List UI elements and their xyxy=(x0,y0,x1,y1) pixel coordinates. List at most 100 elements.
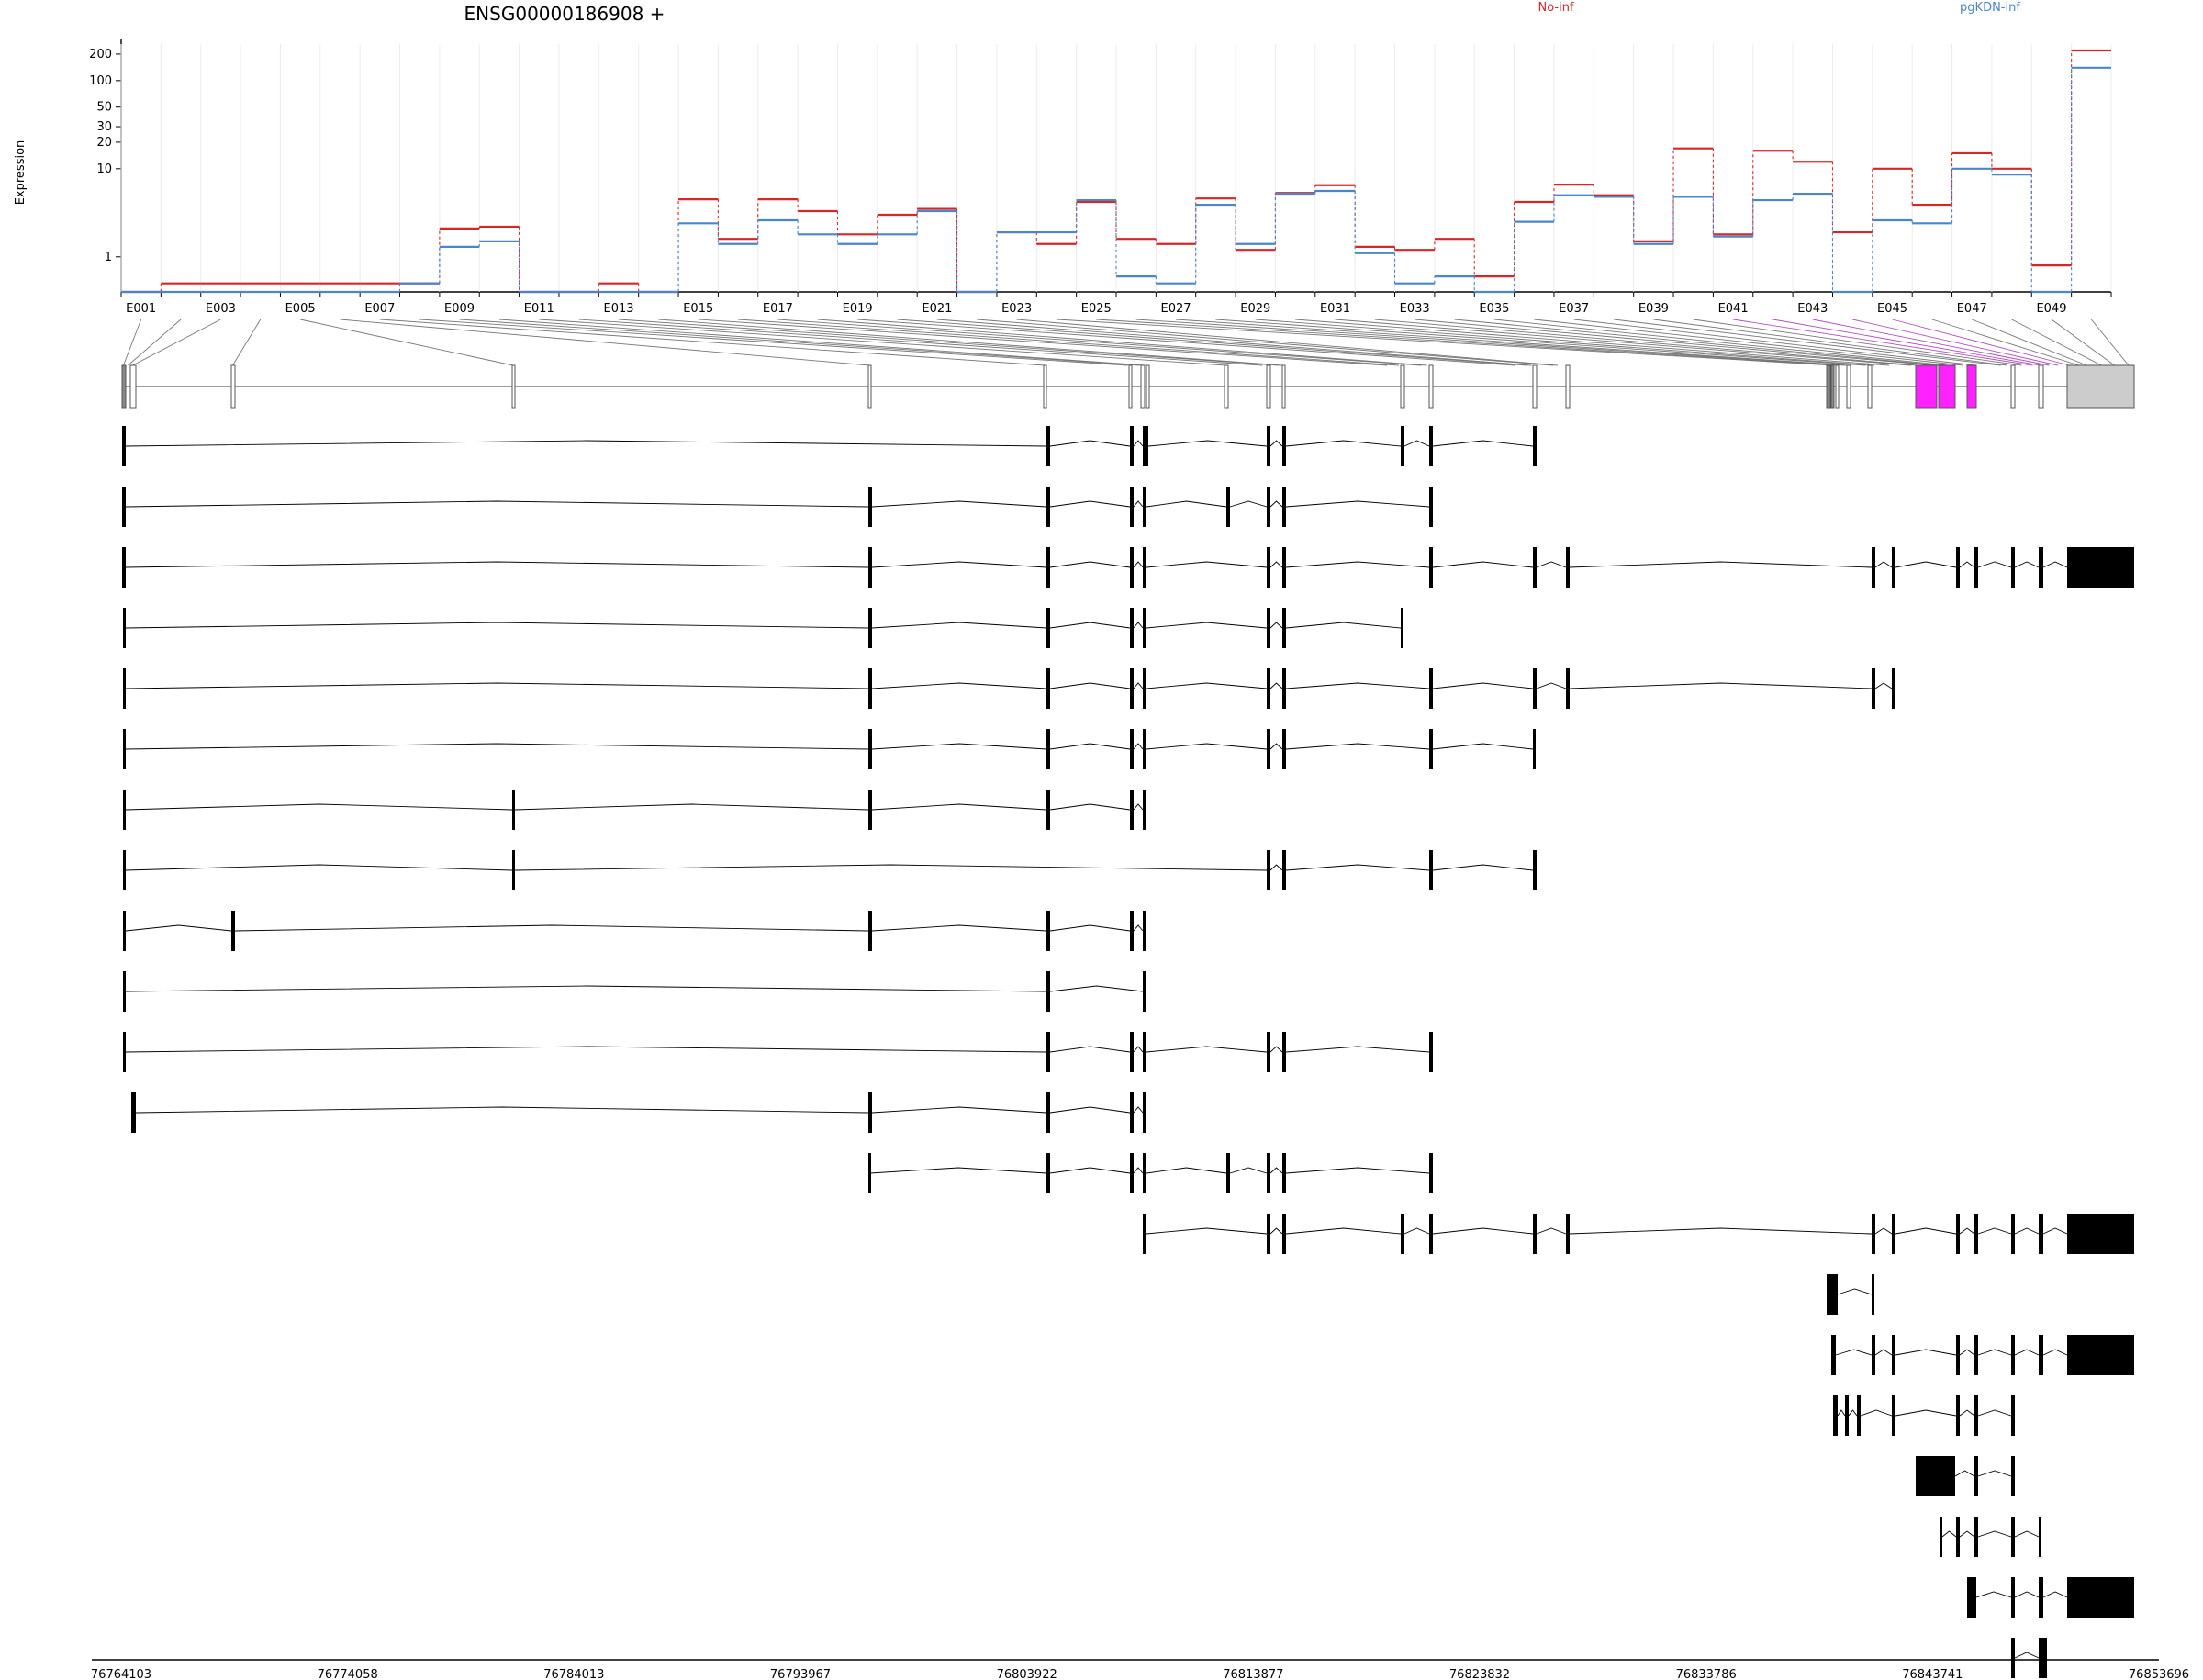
exon-label: E013 xyxy=(603,302,633,316)
intron-line xyxy=(1229,1167,1268,1174)
transcript-exon xyxy=(1226,487,1230,527)
transcript-exon xyxy=(1130,608,1134,648)
intron-line xyxy=(125,622,869,629)
legend-no-inf: No-inf xyxy=(1538,1,1573,15)
intron-line xyxy=(1837,1409,1846,1417)
intron-line xyxy=(1049,561,1131,568)
transcript-exon xyxy=(1533,850,1537,890)
transcript-row xyxy=(123,911,1146,951)
transcript-exon xyxy=(1267,668,1270,709)
intron-line xyxy=(1975,1591,2012,1598)
transcript-exon xyxy=(1974,1335,1978,1375)
intron-line xyxy=(135,1106,869,1114)
exon-connector xyxy=(2011,319,2102,366)
transcript-exon xyxy=(1974,1517,1978,1557)
transcript-exon xyxy=(123,1032,126,1072)
intron-line xyxy=(1941,1530,1957,1538)
exon-connector xyxy=(419,319,1128,366)
y-axis-label: Expression xyxy=(14,140,28,206)
intron-line xyxy=(1269,500,1283,508)
transcript-exon xyxy=(2039,1577,2043,1618)
intron-line xyxy=(125,864,513,871)
intron-line xyxy=(1269,864,1283,871)
gene-model-row xyxy=(121,364,2135,409)
intron-line xyxy=(871,500,1047,508)
genomic-coordinate-axis: 76764103 76774058 76784013 76793967 76803922… xyxy=(91,1659,2189,1680)
exon-connector xyxy=(1135,319,1846,366)
exon-connector xyxy=(128,319,182,366)
intron-line xyxy=(1837,1288,1873,1295)
exon-label: E035 xyxy=(1479,302,1509,316)
transcript-exon xyxy=(1130,790,1134,830)
transcript-exon xyxy=(1130,547,1134,588)
transcript-exon xyxy=(1046,1153,1050,1193)
transcript-exon xyxy=(1429,668,1433,709)
transcript-row xyxy=(1916,1456,2015,1496)
model-exon-box xyxy=(1128,364,1133,409)
transcript-exon xyxy=(122,426,126,466)
model-exon-box xyxy=(230,364,236,409)
intron-line xyxy=(1146,743,1268,750)
intron-line xyxy=(1285,743,1430,750)
exon-connector xyxy=(300,319,514,366)
transcript-exon xyxy=(1046,426,1050,466)
transcript-exon xyxy=(868,790,872,830)
intron-line xyxy=(1959,1227,1975,1235)
transcript-exon xyxy=(1282,547,1286,588)
intron-line xyxy=(1895,561,1957,568)
transcript-exon xyxy=(1974,1456,1978,1496)
transcript-exon xyxy=(1282,487,1286,527)
intron-line xyxy=(1874,1227,1893,1235)
transcript-exon xyxy=(1143,729,1146,769)
intron-line xyxy=(1432,440,1534,447)
y-tick-label: 20 xyxy=(96,136,112,150)
model-exon-box xyxy=(129,364,137,409)
exon-connector xyxy=(1415,319,1935,366)
transcript-exon xyxy=(1872,1214,1875,1254)
transcript-exon xyxy=(868,1153,871,1193)
transcript-exon xyxy=(868,608,872,648)
exon-connector xyxy=(658,319,1283,366)
intron-line xyxy=(1569,1227,1873,1235)
intron-line xyxy=(1269,1227,1283,1235)
transcript-row xyxy=(1831,1335,2134,1375)
transcript-exon xyxy=(1143,1214,1146,1254)
transcript-exon xyxy=(1143,608,1146,648)
transcript-exon xyxy=(868,487,872,527)
exon-label: E023 xyxy=(1001,302,1032,316)
intron-line xyxy=(1049,1167,1131,1174)
intron-line xyxy=(1835,1349,1873,1356)
transcript-exon xyxy=(1282,608,1286,648)
intron-line xyxy=(1146,622,1268,629)
model-exon-box xyxy=(1266,364,1271,409)
intron-line xyxy=(871,1106,1047,1114)
model-exon-box xyxy=(1146,364,1150,409)
model-exon-box xyxy=(1043,364,1047,409)
transcript-exon xyxy=(2011,1638,2015,1678)
transcript-exon xyxy=(1130,426,1134,466)
transcript-exon xyxy=(1130,1153,1134,1193)
intron-line xyxy=(871,561,1047,568)
transcript-exon xyxy=(1401,1214,1404,1254)
transcript-exon xyxy=(2067,1335,2134,1375)
intron-line xyxy=(1285,1227,1402,1235)
exon-connector xyxy=(123,319,142,366)
intron-line xyxy=(2014,1652,2040,1659)
intron-line xyxy=(1895,1227,1957,1235)
exon-label: E045 xyxy=(1877,302,1907,316)
transcript-exon xyxy=(1130,911,1134,951)
intron-line xyxy=(1569,682,1873,689)
exon-connector xyxy=(1613,319,2001,366)
transcript-exon xyxy=(1143,1032,1146,1072)
transcript-exon xyxy=(2039,1214,2043,1254)
exon-connector xyxy=(698,319,1388,366)
transcript-exon xyxy=(1872,1335,1875,1375)
exon-label: E017 xyxy=(763,302,793,316)
transcript-exon xyxy=(512,790,515,830)
exon-connector xyxy=(1852,319,2059,366)
model-exon-box xyxy=(1835,364,1840,409)
transcript-exon xyxy=(1046,608,1050,648)
intron-line xyxy=(2042,561,2068,568)
intron-line xyxy=(125,682,869,689)
exon-connector xyxy=(1693,319,2022,366)
